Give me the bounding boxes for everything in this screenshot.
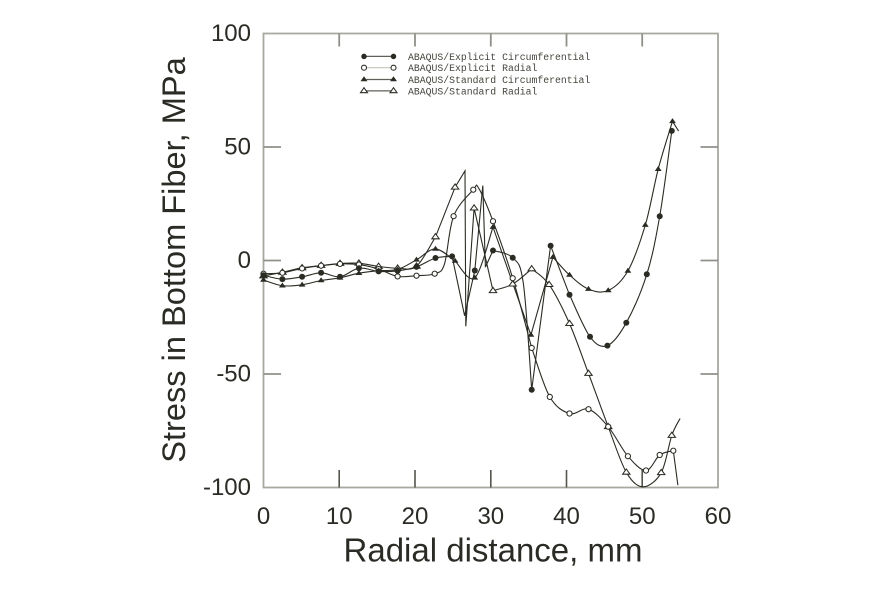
svg-text:ABAQUS/Explicit Circumferentia: ABAQUS/Explicit Circumferential	[408, 52, 590, 63]
svg-text:50: 50	[224, 134, 251, 161]
svg-text:40: 40	[553, 503, 580, 530]
svg-text:ABAQUS/Explicit Radial: ABAQUS/Explicit Radial	[408, 63, 537, 74]
svg-text:20: 20	[402, 503, 429, 530]
svg-text:100: 100	[211, 20, 251, 47]
svg-text:30: 30	[477, 503, 504, 530]
svg-text:60: 60	[705, 503, 732, 530]
svg-text:-100: -100	[203, 474, 251, 501]
svg-text:0: 0	[257, 503, 270, 530]
svg-text:0: 0	[238, 247, 251, 274]
svg-text:Stress in Bottom Fiber, MPa: Stress in Bottom Fiber, MPa	[155, 56, 192, 462]
svg-text:-50: -50	[216, 361, 251, 388]
svg-text:10: 10	[326, 503, 353, 530]
svg-text:ABAQUS/Standard Circumferentia: ABAQUS/Standard Circumferential	[408, 75, 590, 86]
svg-text:50: 50	[629, 503, 656, 530]
svg-text:ABAQUS/Standard Radial: ABAQUS/Standard Radial	[408, 86, 537, 97]
svg-text:Radial distance, mm: Radial distance, mm	[344, 532, 643, 569]
